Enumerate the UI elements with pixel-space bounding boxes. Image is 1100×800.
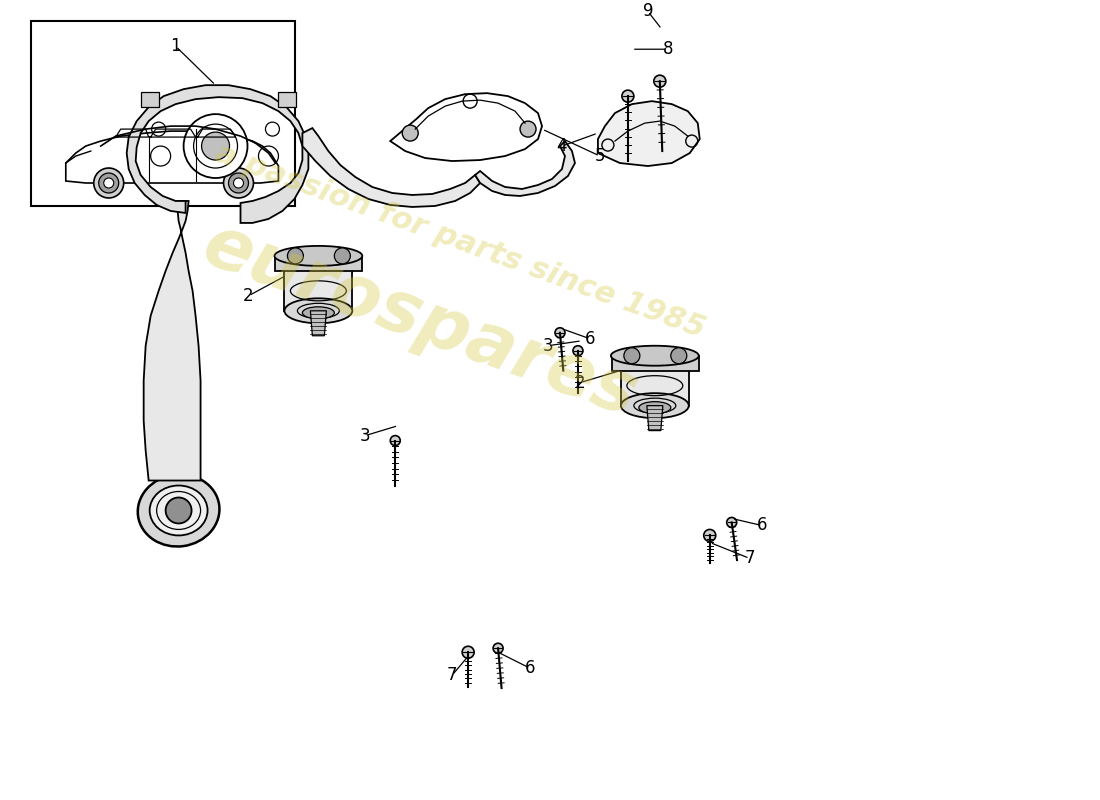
Circle shape: [653, 75, 666, 87]
Polygon shape: [302, 128, 480, 207]
Circle shape: [229, 173, 249, 193]
Circle shape: [671, 348, 686, 364]
Ellipse shape: [285, 258, 352, 283]
Ellipse shape: [274, 246, 362, 266]
Text: 6: 6: [757, 517, 767, 534]
Circle shape: [390, 435, 400, 446]
Ellipse shape: [138, 474, 219, 546]
Circle shape: [493, 643, 503, 654]
Polygon shape: [310, 310, 327, 336]
Polygon shape: [390, 93, 542, 161]
Circle shape: [556, 328, 565, 338]
Polygon shape: [598, 101, 700, 166]
Text: 6: 6: [585, 330, 595, 348]
Polygon shape: [475, 141, 575, 196]
Circle shape: [99, 173, 119, 193]
Ellipse shape: [620, 358, 689, 383]
Polygon shape: [144, 201, 200, 481]
Text: 3: 3: [360, 426, 371, 445]
Circle shape: [624, 348, 640, 364]
Circle shape: [573, 346, 583, 356]
Text: 7: 7: [447, 666, 458, 684]
Polygon shape: [620, 370, 689, 406]
Ellipse shape: [150, 486, 208, 535]
Bar: [141, 92, 158, 107]
Circle shape: [621, 90, 634, 102]
Text: 1: 1: [170, 38, 180, 55]
Circle shape: [520, 121, 536, 137]
Circle shape: [223, 168, 253, 198]
Ellipse shape: [302, 307, 334, 318]
Polygon shape: [275, 256, 362, 271]
Circle shape: [403, 125, 418, 141]
Ellipse shape: [639, 402, 671, 414]
Text: eurospares: eurospares: [194, 210, 647, 431]
Text: 6: 6: [525, 659, 536, 678]
Circle shape: [704, 530, 716, 542]
Circle shape: [287, 248, 304, 264]
Ellipse shape: [620, 393, 689, 418]
Polygon shape: [612, 356, 698, 370]
Polygon shape: [647, 406, 663, 430]
Text: 9: 9: [642, 2, 653, 20]
Text: 7: 7: [745, 550, 755, 567]
Text: 5: 5: [595, 147, 605, 165]
Circle shape: [201, 132, 230, 160]
Text: 4: 4: [557, 137, 568, 155]
Circle shape: [233, 178, 243, 188]
Text: 2: 2: [574, 374, 585, 392]
Circle shape: [184, 114, 248, 178]
Bar: [278, 92, 296, 107]
Polygon shape: [66, 131, 278, 183]
Text: a passion for parts since 1985: a passion for parts since 1985: [211, 138, 710, 343]
Circle shape: [103, 178, 113, 188]
Ellipse shape: [285, 298, 352, 323]
Text: 2: 2: [243, 287, 254, 305]
Ellipse shape: [610, 346, 698, 366]
Polygon shape: [285, 271, 352, 310]
FancyBboxPatch shape: [31, 22, 296, 206]
Circle shape: [462, 646, 474, 658]
Circle shape: [94, 168, 123, 198]
Circle shape: [727, 518, 737, 527]
Circle shape: [166, 498, 191, 523]
Text: 3: 3: [542, 337, 553, 354]
Circle shape: [334, 248, 350, 264]
Polygon shape: [126, 85, 308, 223]
Text: 8: 8: [662, 40, 673, 58]
